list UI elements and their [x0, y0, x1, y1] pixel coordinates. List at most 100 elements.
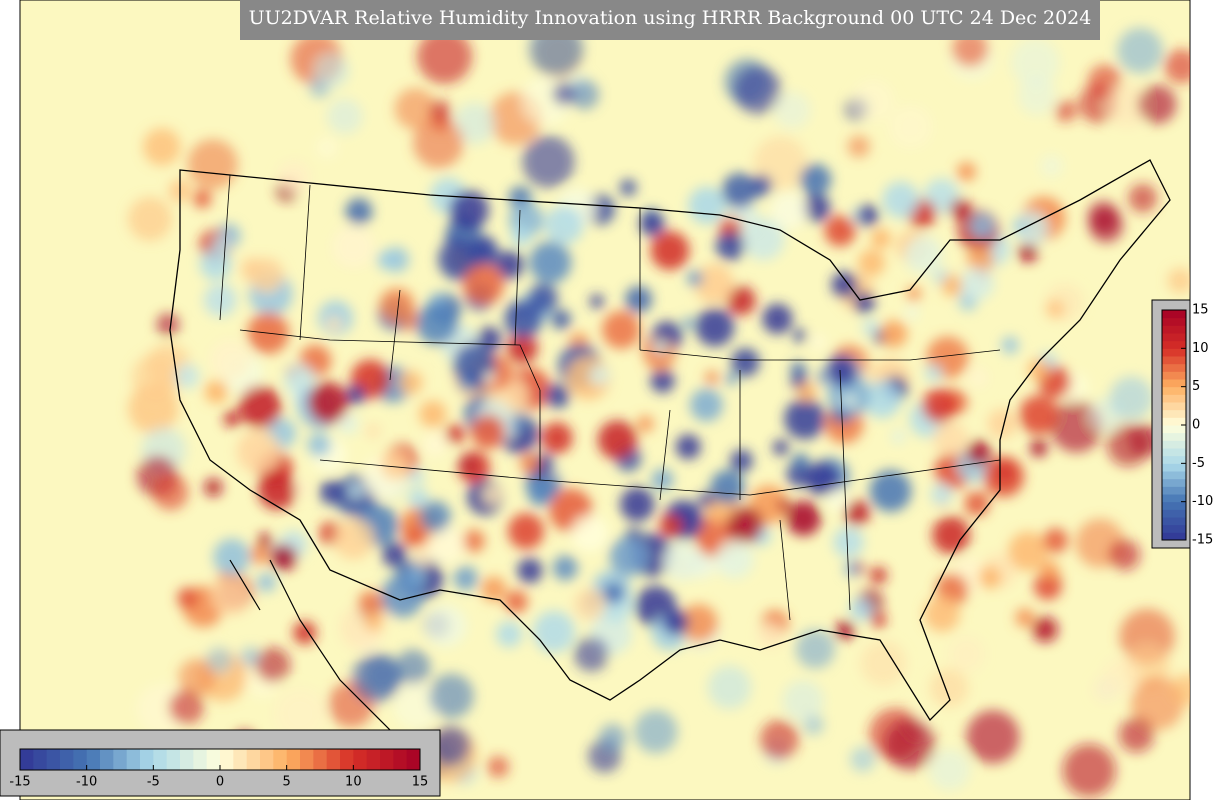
field-blob [777, 498, 790, 511]
colorbar-cell [33, 749, 48, 770]
field-blob [257, 471, 297, 510]
colorbar-cell [180, 749, 194, 770]
field-blob [453, 566, 478, 591]
colorbar-tick-label: 0 [216, 775, 224, 790]
field-blob [552, 82, 576, 106]
field-blob [688, 186, 726, 225]
colorbar-cell [113, 749, 128, 770]
colorbar-tick-label: 10 [1192, 341, 1209, 356]
field-blob [967, 367, 989, 389]
field-blob [1040, 154, 1064, 178]
colorbar-cell [206, 749, 221, 770]
field-blob [223, 410, 241, 428]
field-blob [805, 461, 841, 496]
innovation-field [128, 22, 1190, 798]
field-blob [870, 566, 887, 584]
colorbar-cell [140, 749, 154, 770]
colorbar-cell [1162, 432, 1186, 441]
field-blob [792, 452, 810, 470]
field-blob [879, 320, 908, 348]
field-blob [929, 668, 969, 708]
field-blob [687, 270, 704, 287]
field-blob [1102, 658, 1140, 695]
field-blob [762, 303, 793, 335]
colorbar-cell [1162, 379, 1186, 388]
colorbar-cell [1162, 310, 1186, 319]
field-blob [689, 388, 723, 422]
field-blob [906, 286, 922, 301]
colorbar-cell [1162, 386, 1186, 395]
field-blob [835, 620, 855, 640]
field-blob [376, 250, 397, 270]
colorbar-cell [246, 749, 261, 770]
field-blob [727, 506, 764, 543]
field-blob [966, 710, 1020, 764]
colorbar-tick-label: -5 [1192, 456, 1205, 471]
colorbar-cell [1162, 371, 1186, 380]
colorbar-tick-label: -10 [1192, 494, 1213, 509]
colorbar-cell [126, 749, 141, 770]
field-blob [698, 492, 714, 508]
field-blob [403, 525, 425, 548]
field-blob [869, 470, 912, 512]
field-blob [571, 514, 609, 552]
field-blob [1008, 531, 1048, 572]
field-blob [602, 310, 641, 349]
field-blob [862, 318, 880, 337]
field-blob [427, 526, 465, 564]
field-blob [884, 718, 936, 770]
field-blob [1128, 183, 1158, 213]
field-blob [967, 245, 994, 272]
field-blob [429, 673, 474, 719]
field-blob [759, 719, 799, 759]
field-blob [987, 408, 1018, 439]
field-blob [932, 516, 971, 555]
field-blob [1039, 560, 1060, 580]
field-blob [574, 588, 606, 620]
colorbar-cell [1162, 325, 1186, 334]
colorbar-cell [1162, 417, 1186, 426]
field-blob [510, 225, 532, 247]
field-blob [705, 370, 719, 385]
field-blob [407, 488, 429, 509]
field-blob [1164, 49, 1190, 84]
field-blob [924, 596, 960, 632]
field-blob [956, 162, 977, 182]
field-blob [1105, 84, 1149, 128]
field-blob [187, 139, 238, 190]
field-blob [1030, 439, 1048, 457]
field-blob [487, 755, 510, 778]
state-lines [219, 174, 1001, 621]
field-blob [507, 513, 545, 550]
colorbar-cell [86, 749, 101, 770]
field-blob [462, 529, 485, 553]
field-blob [209, 339, 251, 381]
field-blob [326, 316, 342, 332]
field-blob [382, 542, 408, 568]
field-blob [707, 665, 752, 709]
field-blob [603, 582, 625, 604]
field-blob [545, 383, 570, 409]
field-blob [1089, 208, 1124, 243]
field-blob [131, 353, 181, 403]
field-blob [961, 266, 995, 301]
field-blob [770, 192, 808, 230]
field-blob [888, 104, 933, 150]
colorbar-cell [273, 749, 288, 770]
field-blob [199, 248, 232, 280]
field-blob [1028, 358, 1050, 380]
field-blob [793, 328, 807, 343]
field-blob [256, 572, 277, 592]
colorbar-cell [1162, 501, 1186, 510]
colorbar-cell [1162, 363, 1186, 372]
field-blob [589, 294, 604, 309]
field-blob [206, 647, 233, 674]
field-blob [790, 361, 807, 378]
colorbar-cell [1162, 448, 1186, 457]
field-blob [948, 636, 985, 672]
field-blob [178, 658, 216, 696]
field-blob [294, 480, 310, 496]
field-blob [929, 749, 970, 791]
field-blob [236, 429, 281, 474]
field-blob [978, 566, 1002, 589]
